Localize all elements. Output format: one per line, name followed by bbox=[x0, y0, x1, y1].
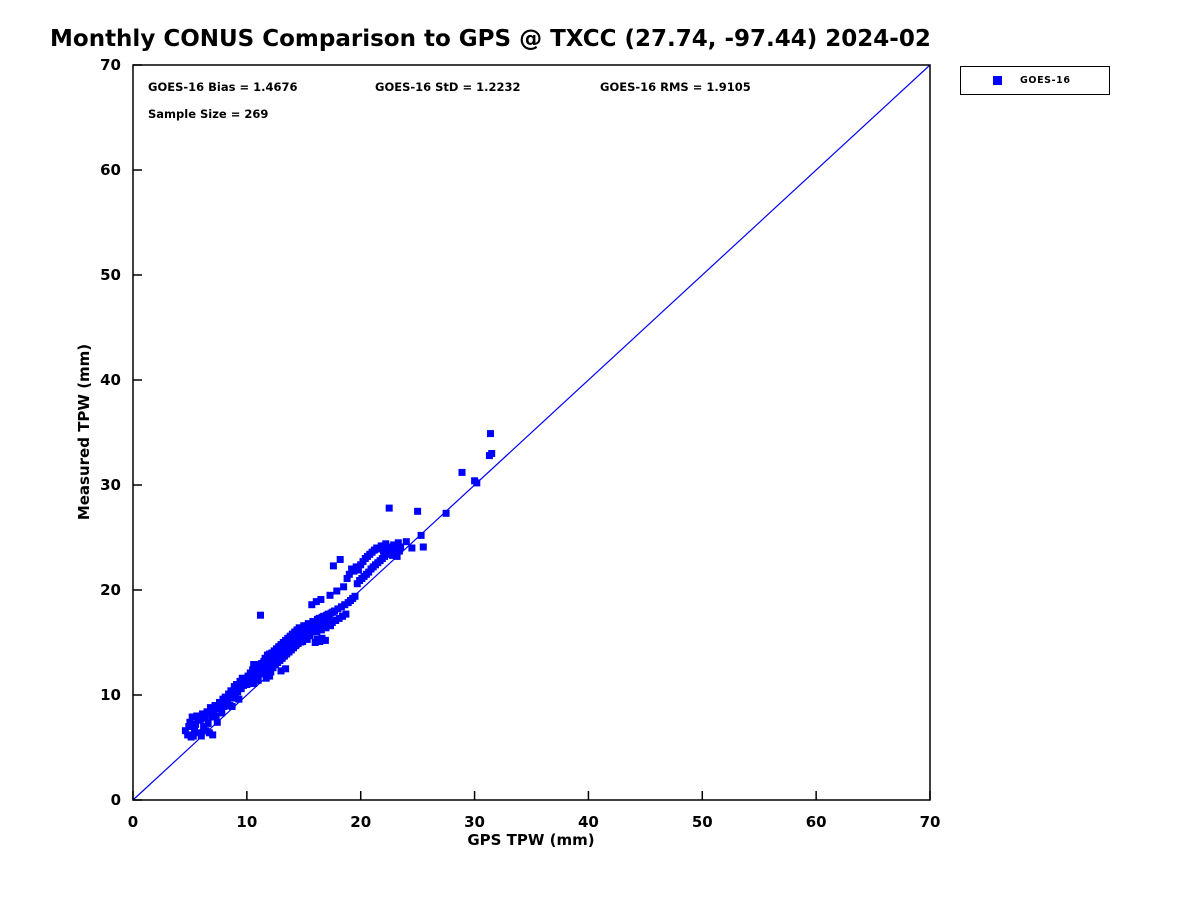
svg-text:30: 30 bbox=[100, 476, 121, 494]
chart-title: Monthly CONUS Comparison to GPS @ TXCC (… bbox=[50, 26, 931, 52]
legend-marker-icon bbox=[993, 76, 1002, 85]
svg-text:40: 40 bbox=[100, 371, 121, 389]
svg-text:50: 50 bbox=[692, 813, 713, 831]
svg-text:50: 50 bbox=[100, 266, 121, 284]
svg-text:60: 60 bbox=[806, 813, 827, 831]
svg-text:40: 40 bbox=[578, 813, 599, 831]
svg-text:0: 0 bbox=[128, 813, 138, 831]
legend-label: GOES-16 bbox=[1020, 75, 1071, 86]
svg-text:0: 0 bbox=[111, 791, 121, 809]
stat-rms: GOES-16 RMS = 1.9105 bbox=[600, 80, 751, 94]
svg-text:10: 10 bbox=[236, 813, 257, 831]
stat-std: GOES-16 StD = 1.2232 bbox=[375, 80, 521, 94]
svg-text:30: 30 bbox=[464, 813, 485, 831]
svg-text:10: 10 bbox=[100, 686, 121, 704]
svg-text:20: 20 bbox=[100, 581, 121, 599]
y-axis-label: Measured TPW (mm) bbox=[75, 343, 93, 521]
legend-box: GOES-16 bbox=[960, 66, 1110, 95]
stat-bias: GOES-16 Bias = 1.4676 bbox=[148, 80, 298, 94]
x-axis-label: GPS TPW (mm) bbox=[467, 831, 595, 849]
svg-text:70: 70 bbox=[100, 56, 121, 74]
svg-text:60: 60 bbox=[100, 161, 121, 179]
svg-text:20: 20 bbox=[350, 813, 371, 831]
svg-text:70: 70 bbox=[920, 813, 941, 831]
stat-sample-size: Sample Size = 269 bbox=[148, 107, 269, 121]
